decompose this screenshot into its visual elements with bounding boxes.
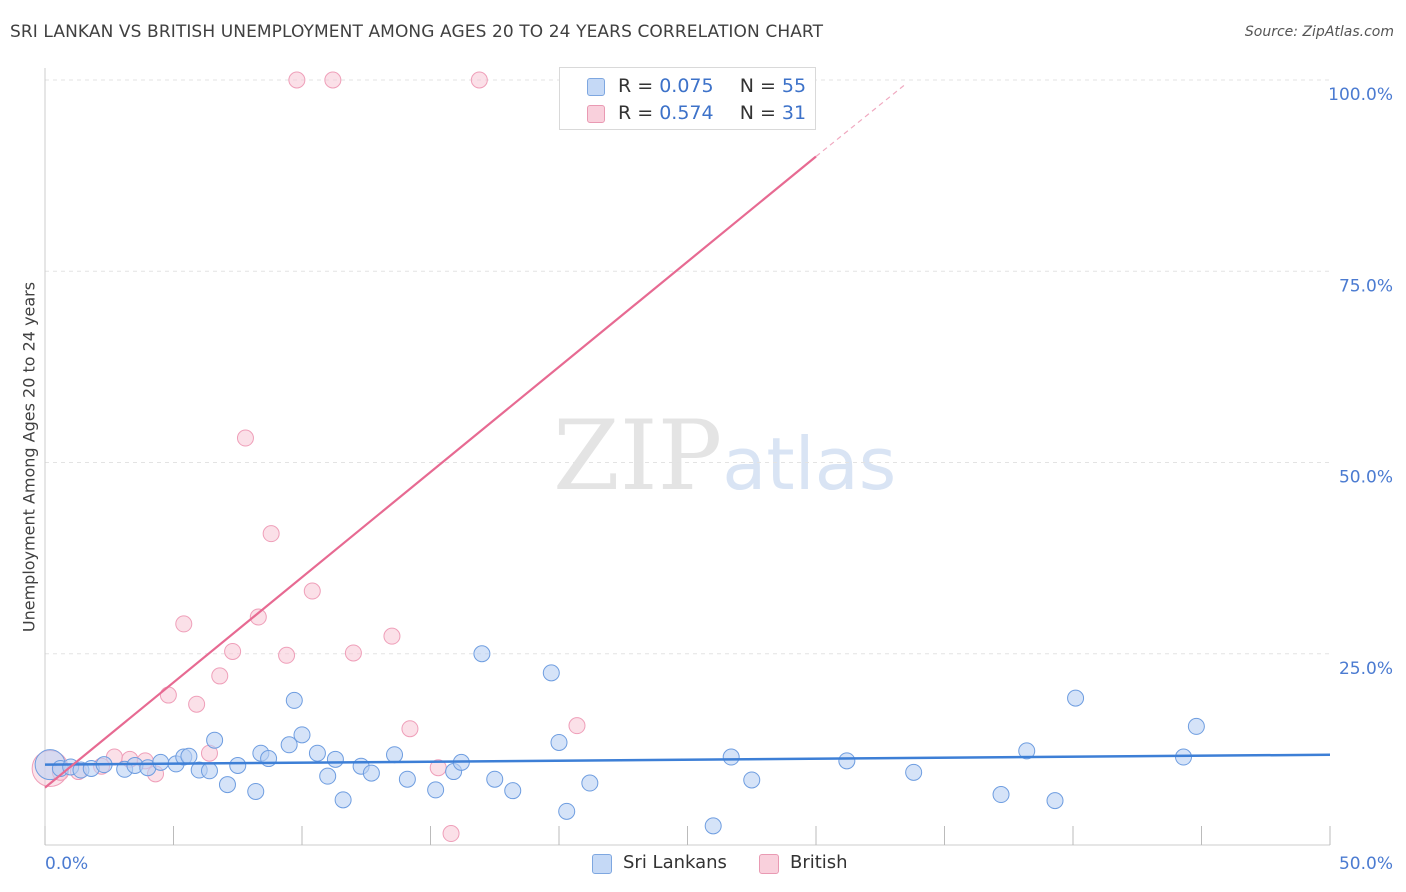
source-label: Source: ZipAtlas.com [1244, 24, 1394, 40]
sri-lankan-point [180, 747, 198, 765]
british-trend-line [44, 155, 817, 789]
british-point [249, 608, 267, 626]
sri-lankan-point [229, 756, 247, 774]
sri-lankan-point [206, 731, 224, 749]
british-point [324, 71, 342, 89]
sri-lankan-point [542, 664, 560, 682]
stats-legend: R = 0.075 N = 55 R = 0.574 N = 31 [559, 67, 816, 130]
sri-lankan-point [1187, 717, 1205, 735]
sri-lankan-point [1046, 792, 1064, 810]
sri-lankans-trend-line [44, 753, 1331, 766]
legend-n-label: N = [739, 102, 782, 124]
sri-lankan-point [326, 750, 344, 768]
sri-lankan-point [280, 736, 298, 754]
sri-lankan-point [743, 771, 761, 789]
sri-lankan-point [581, 774, 599, 792]
legend-swatch-pink [587, 105, 605, 123]
bottom-legend-swatch-pink [759, 854, 779, 874]
british-trend-extension [815, 83, 907, 157]
british-point [344, 644, 362, 662]
british-point [159, 686, 177, 704]
british-point [224, 642, 242, 660]
legend-n-value: 31 [781, 102, 807, 124]
sri-lankan-point [308, 744, 326, 762]
y-tick-label: 50.0% [1339, 468, 1393, 488]
legend-r-value: 0.574 [659, 102, 714, 124]
sri-lankan-point [427, 781, 445, 799]
sri-lankan-point [200, 762, 218, 780]
sri-lankan-point [558, 802, 576, 820]
british-point [211, 667, 229, 685]
watermark-atlas: atlas [722, 422, 897, 506]
x-tick-label: 0.0% [45, 854, 88, 874]
x-tick-label: 50.0% [1339, 854, 1393, 874]
chart-title: SRI LANKAN VS BRITISH UNEMPLOYMENT AMONG… [10, 22, 824, 42]
bottom-legend-swatch-blue [592, 854, 612, 874]
legend-r-label: R = [618, 102, 660, 124]
sri-lankan-point [218, 776, 236, 794]
watermark-zip: ZIP [553, 400, 723, 512]
legend-r-value: 0.075 [659, 75, 714, 97]
sri-lankan-point [362, 764, 380, 782]
bottom-legend-label: British [790, 852, 848, 873]
sri-lankan-point [247, 782, 265, 800]
british-point [303, 582, 321, 600]
british-point [188, 695, 206, 713]
legend-r-label: R = [618, 75, 660, 97]
sri-lankan-point [334, 791, 352, 809]
y-tick-label: 25.0% [1339, 659, 1393, 679]
legend-n-value: 55 [781, 75, 807, 97]
british-point [401, 720, 419, 738]
british-point [470, 71, 488, 89]
sri-lankan-point [293, 726, 311, 744]
sri-lankan-point [550, 733, 568, 751]
sri-lankan-point [704, 817, 722, 835]
sri-lankan-point [398, 770, 416, 788]
watermark: ZIPatlas [553, 400, 896, 512]
legend-n-label: N = [739, 75, 782, 97]
sri-lankan-point [152, 753, 170, 771]
british-point [175, 615, 193, 633]
sri-lankan-point [722, 748, 740, 766]
sri-lankan-point [1067, 689, 1085, 707]
sri-lankan-point [486, 770, 504, 788]
british-point [383, 627, 401, 645]
sri-lankan-point [504, 782, 522, 800]
british-point [568, 717, 586, 735]
sri-lankan-point [1018, 742, 1036, 760]
sri-lankan-point [838, 752, 856, 770]
sri-lankan-point [285, 691, 303, 709]
british-point [442, 825, 460, 843]
british-point [262, 525, 280, 543]
sri-lankan-point [386, 746, 404, 764]
legend-swatch-blue [587, 78, 605, 96]
sri-lankan-point [992, 786, 1010, 804]
british-point [236, 429, 254, 447]
y-tick-label: 100.0% [1328, 85, 1393, 105]
british-point [278, 646, 296, 664]
sri-lankan-point [905, 763, 923, 781]
sri-lankan-point [319, 767, 337, 785]
sri-lankan-point [473, 645, 491, 663]
british-point [288, 71, 306, 89]
y-tick-label: 75.0% [1339, 276, 1393, 296]
bottom-legend-label: Sri Lankans [623, 852, 727, 873]
